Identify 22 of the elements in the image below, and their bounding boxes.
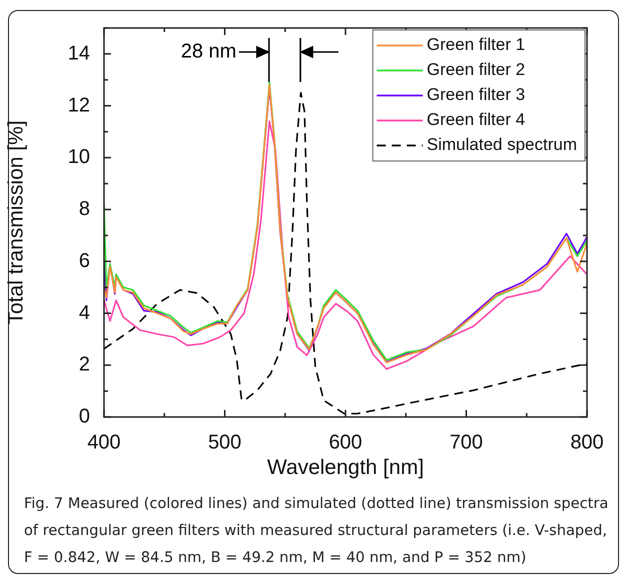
y-axis-title: Total transmission [%] [4,120,28,325]
x-tick-label: 500 [208,432,242,454]
y-tick-label: 10 [68,146,90,168]
annotation: 28 nm [180,40,236,63]
legend-label: Green filter 4 [426,110,526,130]
legend-label: Green filter 1 [426,35,526,54]
y-tick-label: 8 [78,198,90,220]
y-tick-label: 0 [78,406,90,428]
x-tick-label: 700 [450,432,483,454]
x-axis-title: Wavelength [nm] [267,456,424,480]
y-tick-label: 12 [68,94,90,116]
y-tick-label: 4 [78,302,90,324]
legend-label: Green filter 2 [426,60,526,80]
x-tick-label: 400 [87,432,121,454]
x-tick-label: 800 [570,432,604,454]
legend-label: Simulated spectrum [426,135,578,154]
y-tick-label: 2 [78,354,90,376]
legend-label: Green filter 3 [426,85,526,104]
x-tick-label: 600 [328,432,362,454]
caption: Fig. 7 Measured (colored lines) and simulated (dotted line) transmission spectra of rectangular green filters with measured structural parameters (i.e. V-shaped, F = 0.842, W = 84.5 nm, B = 49.2 nm, M = 40 nm, and P = 352 nm) [24,494,610,568]
y-tick-label: 14 [68,42,90,64]
y-tick-label: 6 [78,250,90,272]
